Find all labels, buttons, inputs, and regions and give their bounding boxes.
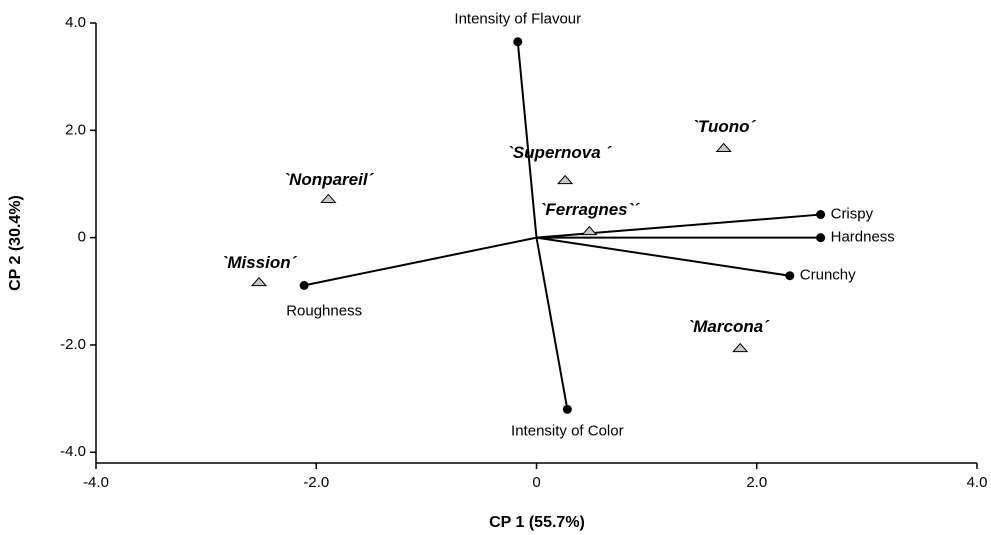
x-axis-label: CP 1 (55.7%): [489, 514, 585, 531]
loading-vector: [535, 237, 569, 410]
loading-vector: [536, 236, 790, 277]
vector-label: Roughness: [286, 302, 362, 319]
cultivar-marker: [581, 225, 598, 236]
y-tick-label: 0: [78, 229, 86, 246]
vector-end: [785, 271, 795, 281]
vector-end: [299, 280, 309, 290]
vector-end: [816, 210, 826, 220]
cultivar-label: `Marcona´: [688, 317, 771, 336]
vector-end: [562, 404, 572, 414]
vector-label: Intensity of Flavour: [454, 11, 581, 28]
vector-label: Intensity of Color: [511, 422, 624, 439]
vector-label: Hardness: [831, 229, 895, 246]
cultivar-label: `Tuono´: [692, 117, 756, 136]
cultivar-label: `Supernova ´: [507, 143, 612, 162]
cultivar-marker: [557, 174, 574, 185]
cultivar-marker: [732, 342, 749, 353]
vector-label: Crunchy: [800, 267, 856, 284]
loading-vector: [516, 41, 538, 238]
x-tick-label: -4.0: [83, 474, 109, 491]
loading-vector: [303, 236, 537, 287]
x-tick-label: 4.0: [967, 474, 988, 491]
y-tick-label: -2.0: [60, 336, 86, 353]
x-tick-label: 0: [532, 474, 540, 491]
vector-label: Crispy: [831, 206, 874, 223]
cultivar-marker: [250, 276, 268, 287]
y-tick-label: -4.0: [60, 443, 86, 460]
cultivar-label: `Nonpareil´: [283, 170, 374, 189]
cultivar-label: `Ferragnes`´: [540, 200, 641, 219]
x-tick-label: -2.0: [303, 474, 329, 491]
cultivar-label: `Mission´: [222, 253, 298, 272]
cultivar-marker: [320, 193, 337, 203]
cultivar-marker: [715, 142, 732, 152]
y-axis-label: CP 2 (30.4%): [7, 195, 24, 291]
vector-end: [513, 37, 523, 47]
x-tick-label: 2.0: [746, 474, 767, 491]
vector-end: [816, 233, 826, 243]
y-tick-label: 4.0: [65, 14, 86, 31]
y-tick-label: 2.0: [65, 121, 86, 138]
